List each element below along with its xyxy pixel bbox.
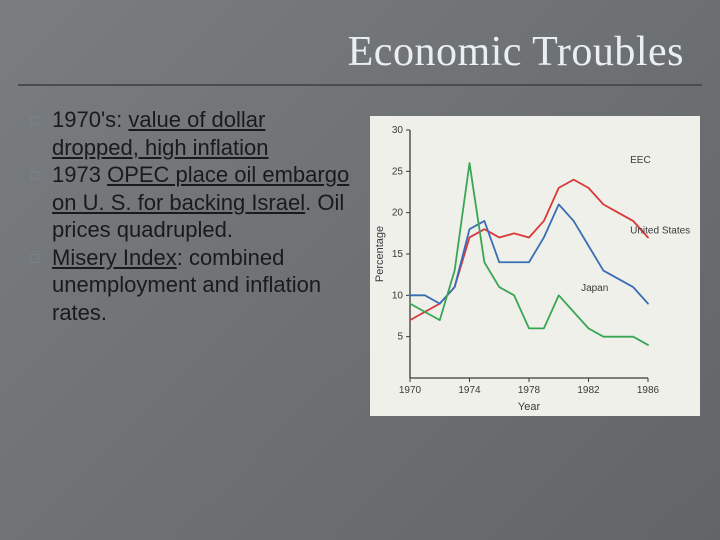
slide-title: Economic Troubles bbox=[36, 28, 684, 76]
svg-text:25: 25 bbox=[392, 166, 404, 177]
svg-text:30: 30 bbox=[392, 125, 404, 136]
text-column: □ 1970's: value of dollar dropped, high … bbox=[30, 106, 350, 416]
svg-text:Japan: Japan bbox=[581, 283, 608, 294]
chart-svg: 5 10 15 20 25 30 1970 1974 1978 1982 1986 Year Perce… bbox=[370, 116, 700, 416]
svg-text:15: 15 bbox=[392, 249, 404, 260]
bullet-text: Misery Index: combined unemployment and … bbox=[52, 244, 350, 327]
svg-text:1978: 1978 bbox=[518, 385, 541, 396]
bullet-item: □ 1970's: value of dollar dropped, high … bbox=[30, 106, 350, 161]
square-bullet-icon: □ bbox=[30, 244, 52, 272]
title-area: Economic Troubles bbox=[0, 0, 720, 76]
square-bullet-icon: □ bbox=[30, 106, 52, 134]
chart-column: 5 10 15 20 25 30 1970 1974 1978 1982 1986 Year Perce… bbox=[370, 106, 700, 416]
bullet-text: 1973 OPEC place oil embargo on U. S. for… bbox=[52, 161, 350, 244]
svg-text:10: 10 bbox=[392, 290, 404, 301]
svg-text:1970: 1970 bbox=[399, 385, 422, 396]
svg-text:United States: United States bbox=[630, 225, 690, 236]
svg-text:1986: 1986 bbox=[637, 385, 660, 396]
bullet-text: 1970's: value of dollar dropped, high in… bbox=[52, 106, 350, 161]
svg-text:EEC: EEC bbox=[630, 155, 651, 166]
bullet-item: □ Misery Index: combined unemployment an… bbox=[30, 244, 350, 327]
svg-text:1982: 1982 bbox=[577, 385, 600, 396]
content-row: □ 1970's: value of dollar dropped, high … bbox=[0, 86, 720, 416]
bullet-lead: 1973 bbox=[52, 162, 101, 187]
bullet-lead: 1970's: bbox=[52, 107, 122, 132]
svg-text:Year: Year bbox=[518, 401, 541, 413]
line-chart: 5 10 15 20 25 30 1970 1974 1978 1982 1986 Year Perce… bbox=[370, 116, 700, 416]
svg-text:20: 20 bbox=[392, 208, 404, 219]
svg-text:5: 5 bbox=[397, 332, 403, 343]
svg-text:1974: 1974 bbox=[458, 385, 481, 396]
bullet-underlined: Misery Index bbox=[52, 245, 177, 270]
square-bullet-icon: □ bbox=[30, 161, 52, 189]
svg-text:Percentage: Percentage bbox=[374, 226, 386, 282]
bullet-item: □ 1973 OPEC place oil embargo on U. S. f… bbox=[30, 161, 350, 244]
